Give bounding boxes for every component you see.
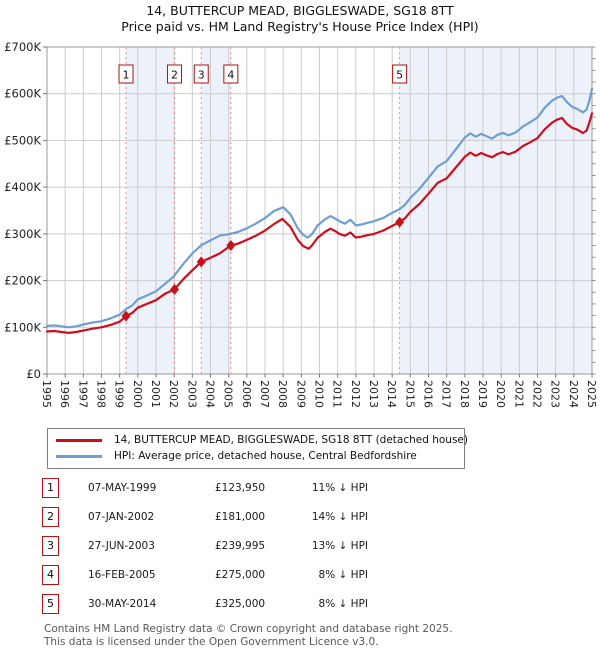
sale-date: 07-MAY-1999: [88, 482, 157, 494]
y-axis-label: £0: [26, 367, 41, 381]
sale-price: £239,995: [215, 540, 266, 552]
sale-marker: [395, 216, 405, 228]
x-axis-label: 2025: [585, 380, 598, 408]
y-axis-label: £600K: [4, 87, 41, 101]
sale-annotation-box: [167, 64, 183, 84]
chart-subtitle: Price paid vs. HM Land Registry's House …: [121, 19, 479, 34]
x-axis-label: 2000: [131, 380, 144, 408]
x-axis-label: 2006: [240, 380, 253, 408]
x-axis-label: 2018: [458, 380, 471, 408]
sale-row: 2 07-JAN-2002 £181,000 14% ↓ HPI: [42, 507, 600, 527]
x-axis-label: 2014: [385, 380, 398, 408]
sale-number-badge: 4: [42, 565, 59, 585]
sale-marker: [170, 283, 180, 295]
y-axis-label: £100K: [4, 320, 41, 334]
sale-marker: [121, 310, 131, 322]
ownership-band: [126, 47, 175, 374]
x-axis-label: 2009: [294, 380, 307, 408]
price-chart: 1 2 3 4 5 £700K £600K £500K £400K £300K £200K £100K…: [4, 41, 598, 408]
sale-row: 4 16-FEB-2005 £275,000 8% ↓ HPI: [42, 565, 600, 585]
x-axis-label: 2010: [313, 380, 326, 408]
sale-annotation-box: [193, 64, 209, 84]
sale-number-badge: 1: [42, 478, 59, 498]
sale-marker: [226, 240, 236, 252]
x-axis-label: 2001: [149, 380, 162, 408]
y-axis-label: £500K: [4, 133, 41, 147]
sale-row: 1 07-MAY-1999 £123,950 11% ↓ HPI: [42, 478, 600, 498]
sale-date: 30-MAY-2014: [88, 598, 157, 610]
sale-annotation-number: 1: [123, 69, 130, 82]
x-axis-label: 1995: [40, 380, 53, 408]
sale-date: 07-JAN-2002: [88, 511, 155, 523]
x-axis-label: 2023: [549, 380, 562, 408]
sale-hpi-difference: 8% ↓ HPI: [318, 569, 368, 581]
price-paid-line: [45, 112, 594, 334]
sale-row: 3 27-JUN-2003 £239,995 13% ↓ HPI: [42, 536, 600, 556]
sale-marker: [196, 256, 206, 268]
legend-label: HPI: Average price, detached house, Cent…: [114, 450, 417, 462]
y-axis-label: £200K: [4, 274, 41, 288]
sale-price: £325,000: [215, 598, 266, 610]
x-axis-label: 2021: [512, 380, 525, 408]
sale-annotation-box: [118, 64, 134, 84]
legend-label: 14, BUTTERCUP MEAD, BIGGLESWADE, SG18 8T…: [114, 434, 468, 446]
y-axis-label: £400K: [4, 180, 41, 194]
footer-line-2: This data is licensed under the Open Gov…: [44, 636, 379, 648]
sale-hpi-difference: 8% ↓ HPI: [318, 598, 368, 610]
legend-line-sample: [56, 454, 102, 458]
x-axis-label: 2022: [531, 380, 544, 408]
x-axis-label: 2015: [403, 380, 416, 408]
x-axis-label: 2002: [167, 380, 180, 408]
x-axis-label: 2005: [222, 380, 235, 408]
x-axis-label: 1996: [58, 380, 71, 408]
legend-item: 14, BUTTERCUP MEAD, BIGGLESWADE, SG18 8T…: [56, 432, 468, 448]
legend-item: HPI: Average price, detached house, Cent…: [56, 448, 456, 464]
x-axis-label: 2024: [567, 380, 580, 408]
chart-title: 14, BUTTERCUP MEAD, BIGGLESWADE, SG18 8T…: [146, 3, 454, 18]
x-axis-label: 2020: [494, 380, 507, 408]
sale-annotation-number: 3: [198, 69, 205, 82]
x-axis-label: 2011: [331, 380, 344, 408]
x-axis-label: 2003: [185, 380, 198, 408]
sale-hpi-difference: 13% ↓ HPI: [311, 540, 368, 552]
y-axis-label: £700K: [4, 41, 41, 54]
x-axis-label: 2007: [258, 380, 271, 408]
sale-price: £123,950: [215, 482, 266, 494]
sale-table: 1 07-MAY-1999 £123,950 11% ↓ HPI 2 07-JAN-200…: [42, 478, 600, 614]
ownership-band: [399, 47, 592, 374]
y-axis-label: £300K: [4, 227, 41, 241]
sale-number-badge: 2: [42, 507, 59, 527]
sale-hpi-difference: 11% ↓ HPI: [311, 482, 368, 494]
sale-date: 16-FEB-2005: [88, 569, 156, 581]
sale-annotation-number: 2: [171, 69, 178, 82]
sale-row: 5 30-MAY-2014 £325,000 8% ↓ HPI: [42, 594, 600, 614]
x-axis-label: 1998: [95, 380, 108, 408]
sale-annotation-box: [223, 64, 239, 84]
sale-annotation-box: [392, 64, 408, 84]
chart-legend: 14, BUTTERCUP MEAD, BIGGLESWADE, SG18 8T…: [47, 428, 468, 469]
sale-price: £181,000: [215, 511, 266, 523]
license-footer: Contains HM Land Registry data © Crown c…: [44, 623, 600, 649]
x-axis-label: 2004: [204, 380, 217, 408]
x-axis-label: 1999: [113, 380, 126, 408]
sale-date: 27-JUN-2003: [88, 540, 155, 552]
sale-number-badge: 5: [42, 594, 59, 614]
footer-line-1: Contains HM Land Registry data © Crown c…: [44, 623, 453, 635]
sale-annotation-number: 4: [227, 69, 234, 82]
x-axis-label: 2012: [349, 380, 362, 408]
hpi-line: [45, 87, 594, 329]
x-axis-label: 2013: [367, 380, 380, 408]
chart-header: 14, BUTTERCUP MEAD, BIGGLESWADE, SG18 8T…: [0, 0, 600, 41]
sale-annotation-number: 5: [396, 69, 403, 82]
sale-number-badge: 3: [42, 536, 59, 556]
ownership-band: [201, 47, 231, 374]
legend-line-sample: [56, 438, 102, 442]
x-axis-label: 2019: [476, 380, 489, 408]
x-axis-label: 2016: [422, 380, 435, 408]
x-axis-label: 2008: [276, 380, 289, 408]
x-axis-label: 2017: [440, 380, 453, 408]
sale-hpi-difference: 14% ↓ HPI: [311, 511, 368, 523]
sale-price: £275,000: [215, 569, 266, 581]
x-axis-label: 1997: [76, 380, 89, 408]
